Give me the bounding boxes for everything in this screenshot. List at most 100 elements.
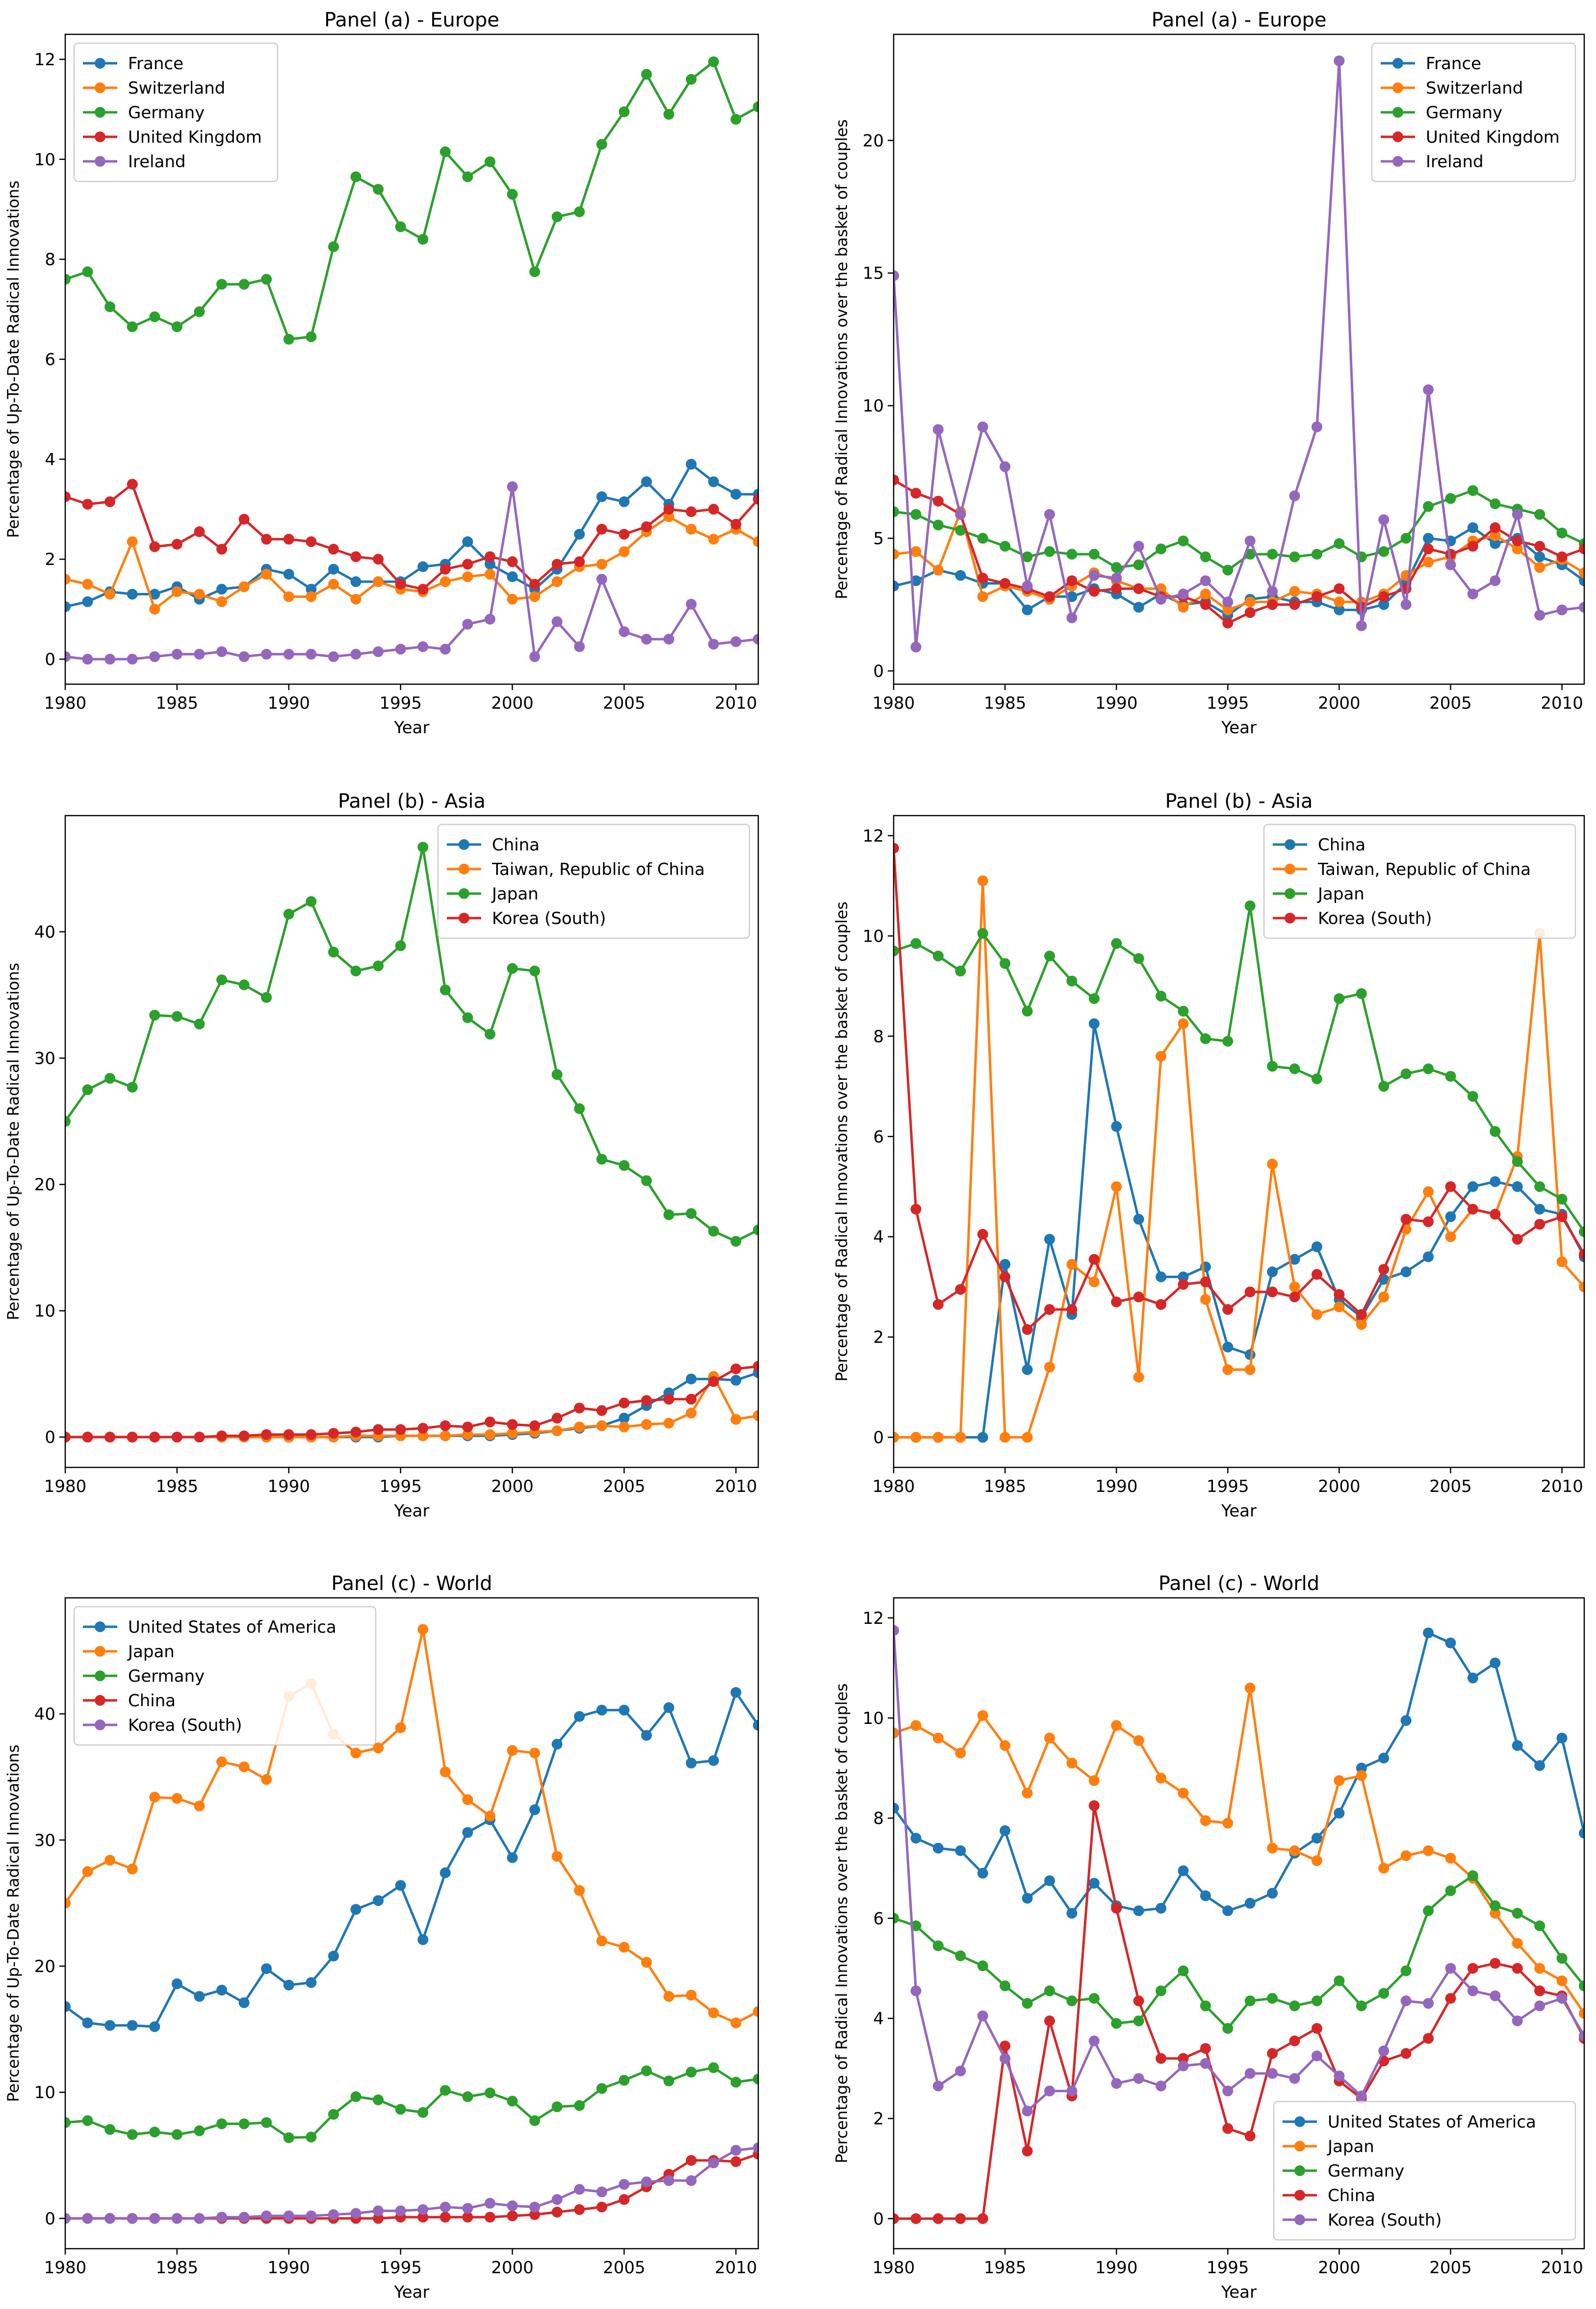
data-point [1289, 1281, 1300, 1292]
data-point [1200, 599, 1211, 610]
legend: United States of America Japan Germany Chin… [73, 1606, 377, 1746]
data-point [1244, 1364, 1256, 1375]
legend: China Taiwan, Republic of China Japan Korea… [437, 823, 750, 939]
legend-swatch-marker [1294, 2165, 1305, 2176]
data-point [1244, 535, 1256, 546]
data-point [618, 1160, 630, 1171]
legend-label: Japan [127, 1642, 175, 1662]
data-point [708, 2157, 719, 2169]
data-point [551, 2206, 563, 2218]
data-point [1156, 1772, 1167, 1784]
series-line [894, 879, 1584, 1439]
data-point [1467, 522, 1478, 533]
data-point [1178, 2053, 1189, 2064]
data-point [1156, 1985, 1167, 1997]
data-point [194, 2125, 205, 2136]
legend-label: Taiwan, Republic of China [1317, 860, 1531, 879]
data-point [1556, 1256, 1568, 1267]
x-tick-label: 1995 [379, 693, 422, 713]
x-tick-label: 2005 [1429, 2258, 1472, 2278]
data-point [373, 554, 384, 565]
data-point [977, 1868, 988, 1879]
data-point [1044, 509, 1055, 520]
x-tick-label: 1985 [984, 1477, 1027, 1496]
data-point [439, 2085, 451, 2096]
data-point [1267, 1843, 1278, 1854]
y-tick-label: 2 [873, 2109, 884, 2129]
data-point [1467, 1672, 1478, 1684]
data-point [551, 211, 563, 223]
data-point [596, 2186, 607, 2198]
series-line [894, 1804, 1584, 2220]
data-point [955, 525, 966, 536]
y-axis-label: Percentage of Radical Innovations over t… [832, 1683, 851, 2163]
data-point [1445, 559, 1456, 570]
legend-label: France [1426, 54, 1481, 74]
data-point [485, 614, 496, 625]
data-point [686, 1373, 697, 1385]
data-point [618, 2179, 630, 2190]
data-point [1044, 1233, 1055, 1245]
data-point [686, 2155, 697, 2166]
data-point [1267, 586, 1278, 597]
x-tick-label: 2005 [1429, 693, 1472, 713]
data-point [1222, 617, 1234, 629]
series-germany [894, 485, 1584, 576]
data-point [306, 2131, 317, 2143]
data-point [1311, 1269, 1322, 1280]
data-point [686, 1757, 697, 1769]
data-point [485, 2087, 496, 2099]
data-point [551, 559, 563, 570]
data-point [507, 571, 518, 582]
x-tick-label: 2010 [715, 1477, 757, 1496]
data-point [1156, 1051, 1167, 1062]
data-point [977, 2213, 988, 2224]
data-point [1066, 975, 1078, 987]
series-japan [65, 842, 758, 1247]
x-axis-label: Year [1221, 2283, 1257, 2302]
data-point [641, 1730, 652, 1741]
data-point [1178, 1018, 1189, 1029]
data-point [730, 2017, 742, 2028]
data-point [894, 506, 899, 517]
y-tick-label: 8 [45, 250, 55, 270]
x-tick-label: 2000 [1318, 2258, 1361, 2278]
data-point [663, 109, 674, 120]
data-point [417, 1430, 429, 1441]
data-point [574, 556, 585, 567]
data-point [1490, 530, 1501, 541]
data-point [663, 1393, 674, 1405]
data-point [82, 266, 93, 278]
data-point [1579, 567, 1584, 578]
data-point [977, 1710, 988, 1721]
data-point [686, 598, 697, 610]
series-line [894, 59, 1584, 648]
data-point [194, 1991, 205, 2002]
series-united-states-of-america [894, 1627, 1584, 1919]
series-ireland [65, 481, 758, 665]
data-point [462, 171, 473, 182]
data-point [417, 561, 429, 572]
series-line [894, 1630, 1584, 2112]
x-tick-label: 1980 [44, 693, 87, 713]
series-taiwan-republic-of-china [65, 1371, 758, 1443]
data-point [910, 546, 922, 557]
legend-swatch-marker [1392, 58, 1403, 69]
legend-item: Germany [1381, 103, 1502, 123]
data-point [1178, 1279, 1189, 1290]
chart-title: Panel (a) - Europe [324, 9, 499, 31]
data-point [1022, 1364, 1033, 1375]
series-china [65, 2149, 758, 2224]
data-point [1289, 1845, 1300, 1856]
data-point [574, 2100, 585, 2111]
data-point [1556, 1732, 1568, 1744]
data-point [507, 1745, 518, 1756]
data-point [932, 519, 944, 531]
series-germany [894, 1870, 1584, 2034]
data-point [1579, 1281, 1584, 1292]
data-point [65, 2213, 71, 2224]
data-point [1534, 1985, 1545, 1997]
data-point [261, 568, 272, 580]
data-point [1579, 2030, 1584, 2042]
series-united-kingdom [65, 479, 758, 595]
